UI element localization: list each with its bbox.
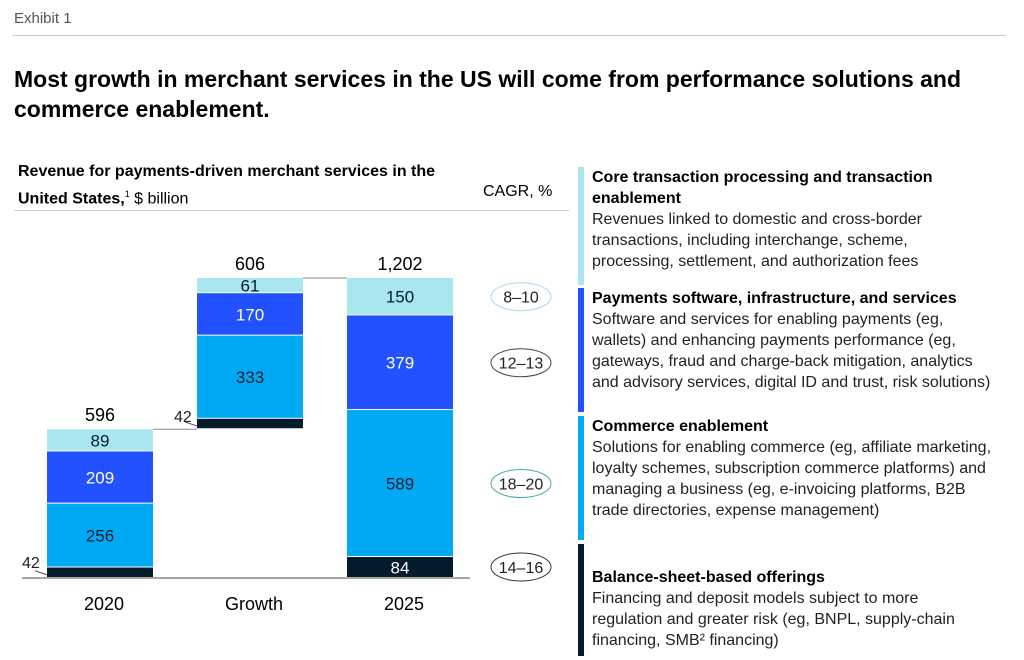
cagr-value: 14–16 — [499, 560, 544, 577]
data-label: 589 — [386, 475, 414, 494]
bar-segment — [47, 503, 153, 567]
total-label: 606 — [235, 254, 265, 274]
category-label: 2020 — [84, 594, 124, 614]
data-label: 84 — [391, 559, 410, 578]
data-label: 209 — [86, 469, 114, 488]
subtitle-bold: Revenue for payments-driven merchant ser… — [18, 163, 436, 208]
bar-segment — [347, 410, 453, 557]
divider — [12, 35, 1006, 36]
leader-line — [34, 570, 48, 576]
legend-item-balance-sheet: Balance-sheet-based offerings Financing a… — [578, 544, 1018, 656]
bar-segment — [47, 451, 153, 503]
legend-desc: Software and services for enabling payme… — [592, 311, 991, 391]
cagr-value: 18–20 — [499, 477, 544, 494]
legend-title: Balance-sheet-based offerings — [592, 569, 825, 586]
data-label: 61 — [241, 277, 260, 296]
data-label: 256 — [86, 527, 114, 546]
category-label: Growth — [225, 594, 283, 614]
bar-segment — [197, 418, 303, 429]
legend-desc: Revenues linked to domestic and cross-bo… — [592, 211, 922, 270]
cagr-header: CAGR, % — [483, 183, 553, 200]
legend-title: Payments software, infrastructure, and s… — [592, 290, 957, 307]
data-label: 150 — [386, 288, 414, 307]
bar-segment — [197, 293, 303, 335]
legend-item-core: Core transaction processing and transact… — [578, 167, 1018, 285]
legend-color-bar — [578, 288, 584, 412]
page-title: Most growth in merchant services in the … — [14, 66, 962, 122]
exhibit-label: Exhibit 1 — [14, 10, 72, 27]
subtitle-unit: $ billion — [129, 190, 189, 208]
bar-segment — [347, 315, 453, 410]
legend-item-commerce: Commerce enablement Solutions for enablin… — [578, 416, 1018, 540]
bar-segment — [47, 429, 153, 451]
waterfall-chart: 42 256 209 89 596 2020 42 333 170 61 606 Growth 84 58… — [22, 254, 552, 614]
legend-color-bar — [578, 416, 584, 540]
total-label: 1,202 — [377, 254, 422, 274]
category-label: 2025 — [384, 594, 424, 614]
cagr-value: 12–13 — [499, 356, 544, 373]
bar-segment — [47, 567, 153, 577]
chart-subtitle: Revenue for payments-driven merchant ser… — [18, 160, 458, 210]
cagr-oval — [490, 552, 552, 582]
cagr-oval — [490, 348, 552, 378]
bar-segment — [347, 278, 453, 315]
legend-title: Core transaction processing and transact… — [592, 169, 933, 207]
legend-color-bar — [578, 544, 584, 656]
cagr-oval — [490, 469, 552, 499]
bar-segment — [347, 557, 453, 577]
leader-line — [184, 421, 198, 427]
data-label: 333 — [236, 368, 264, 387]
legend-item-payments: Payments software, infrastructure, and s… — [578, 288, 1018, 412]
bar-segment — [197, 335, 303, 418]
data-label: 42 — [174, 409, 192, 426]
footnote-marker: 1 — [124, 189, 130, 199]
legend-color-bar — [578, 167, 584, 285]
legend-title: Commerce enablement — [592, 418, 769, 435]
cagr-oval — [490, 282, 552, 312]
legend-desc: Financing and deposit models subject to … — [592, 590, 955, 649]
total-label: 596 — [85, 405, 115, 425]
bar-segment — [197, 278, 303, 293]
data-label: 89 — [91, 431, 110, 450]
data-label: 42 — [22, 555, 40, 572]
legend-desc: Solutions for enabling commerce (eg, aff… — [592, 439, 992, 519]
divider — [14, 210, 569, 211]
cagr-value: 8–10 — [503, 290, 539, 307]
data-label: 379 — [386, 354, 414, 373]
data-label: 170 — [236, 305, 264, 324]
